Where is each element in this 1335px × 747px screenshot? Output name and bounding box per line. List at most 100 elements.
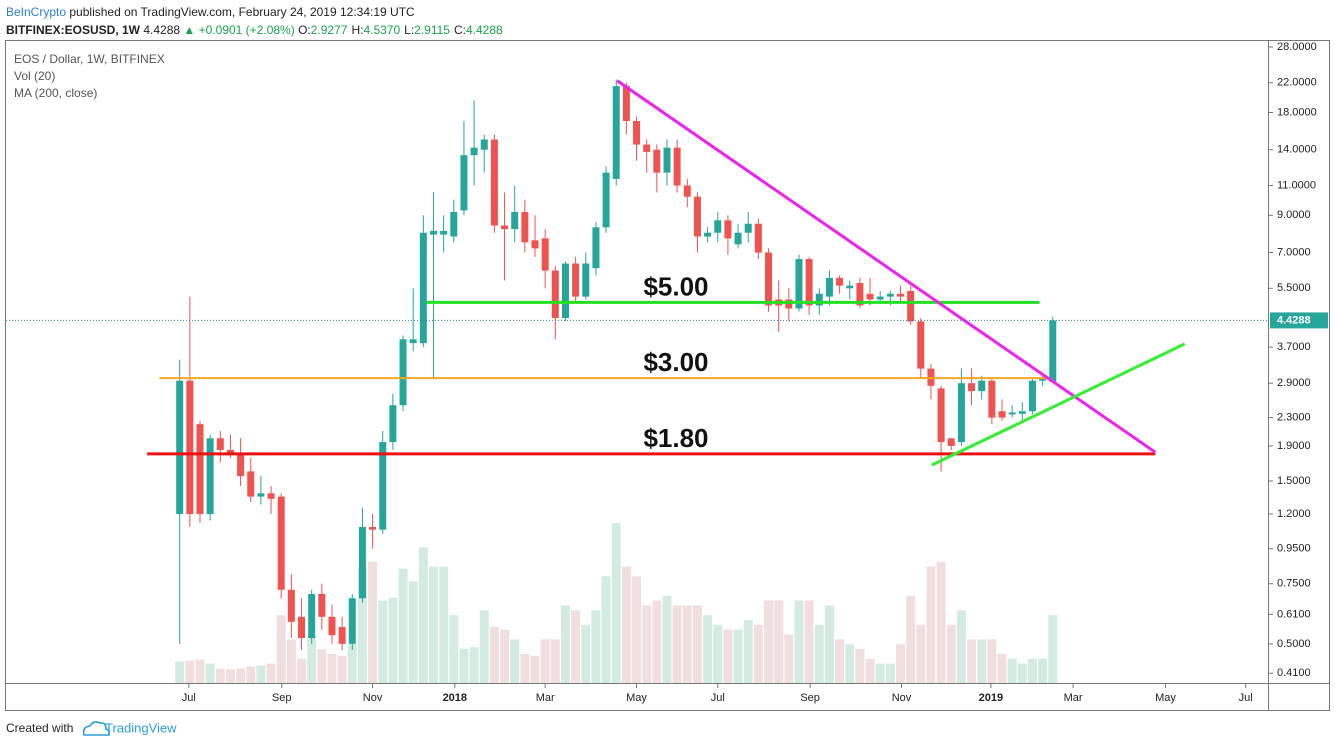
volume-bar — [652, 600, 662, 683]
volume-bar — [997, 653, 1007, 683]
author[interactable]: BeInCrypto — [6, 5, 67, 19]
level-label: $1.80 — [643, 423, 708, 453]
candle-body — [825, 277, 833, 297]
volume-bar — [236, 668, 246, 683]
x-tick-label: Sep — [800, 692, 820, 704]
volume-bar — [885, 663, 895, 683]
ohlc-label: H: — [351, 23, 364, 37]
candle-body — [896, 293, 904, 297]
volume-bar — [865, 658, 875, 683]
volume-bar — [540, 639, 550, 683]
candle-body — [348, 598, 356, 644]
candle-body — [450, 212, 458, 237]
y-tick-label: 1.5000 — [1277, 475, 1311, 487]
candle-body — [561, 263, 569, 319]
candle-body — [206, 438, 214, 515]
volume-bar — [926, 566, 936, 683]
candle-body — [419, 232, 427, 344]
volume-bar — [967, 639, 977, 683]
y-tick-label: 28.0000 — [1277, 41, 1317, 53]
y-tick-label: 22.0000 — [1277, 77, 1317, 89]
y-tick-label: 9.0000 — [1277, 209, 1311, 221]
volume-bar — [489, 626, 499, 683]
volume-bar — [428, 566, 438, 683]
volume-bar — [733, 629, 743, 683]
candle-body — [257, 493, 265, 497]
ohlc-label: C: — [453, 23, 466, 37]
candle-body — [358, 526, 366, 599]
volume-bar — [215, 668, 225, 683]
y-tick-label: 5.5000 — [1277, 282, 1311, 294]
publish-line: BeInCrypto published on TradingView.com,… — [6, 5, 415, 19]
candle-body — [724, 220, 732, 239]
volume-bar — [845, 644, 855, 683]
candle-body — [795, 259, 803, 309]
candle-body — [978, 380, 986, 392]
volume-bar — [916, 624, 926, 683]
change: +0.0901 (+2.08%) — [198, 23, 295, 37]
candle-body — [907, 291, 915, 322]
candle-body — [765, 252, 773, 306]
arrow: ▲ — [183, 23, 196, 37]
last: 4.4288 — [143, 23, 181, 37]
candle-body — [1028, 380, 1036, 412]
legend-ma: MA (200, close) — [14, 86, 97, 100]
candle-body — [836, 277, 844, 286]
volume-bar — [418, 547, 428, 683]
volume-bar — [743, 619, 753, 683]
candle-body — [714, 220, 722, 233]
x-tick-label: Nov — [892, 692, 912, 704]
x-tick-label: May — [626, 692, 647, 704]
candle-body — [551, 270, 559, 319]
y-tick-label: 11.0000 — [1277, 179, 1316, 191]
tradingview-logo — [82, 721, 110, 736]
candle-body — [683, 185, 691, 197]
y-tick-label: 3.7000 — [1277, 341, 1311, 353]
candle-body — [369, 526, 377, 530]
candle-body — [988, 380, 996, 418]
volume-bar — [276, 615, 286, 683]
x-tick-label: Jul — [182, 692, 196, 704]
volume-bar — [875, 663, 885, 683]
volume-bar — [692, 605, 702, 683]
candle-body — [643, 144, 651, 152]
volume-bar — [621, 566, 631, 683]
price-layer: $5.00 $3.00 $1.80 — [6, 79, 1268, 650]
candle-body — [917, 321, 925, 369]
ohlc-label: L: — [404, 23, 415, 37]
candle-body — [379, 442, 387, 530]
candle-body — [176, 380, 184, 515]
candle-body — [1039, 378, 1047, 381]
y-tick-label: 1.2000 — [1277, 508, 1311, 520]
candle-body — [815, 293, 823, 306]
ohlc-value: 2.9277 — [310, 23, 348, 37]
volume-bar — [286, 639, 296, 683]
x-tick-label: Sep — [272, 692, 292, 704]
candle-body — [226, 449, 234, 454]
candle-body — [663, 147, 671, 173]
candle-body — [338, 627, 346, 644]
x-tick-label: Jul — [1239, 692, 1253, 704]
last-price-label: 4.4288 — [1277, 314, 1311, 326]
volume-bar — [1027, 658, 1037, 683]
volume-bar — [185, 660, 195, 683]
candle-body — [572, 263, 580, 297]
legend-volume: Vol (20) — [14, 69, 55, 83]
candle-body — [287, 589, 295, 622]
candle-body — [866, 293, 874, 300]
candle-body — [196, 424, 204, 515]
volume-bar — [357, 566, 367, 683]
candle-body — [633, 120, 641, 145]
y-tick-label: 2.3000 — [1277, 411, 1311, 423]
candle-body — [612, 86, 620, 179]
trendline — [931, 342, 1186, 467]
volume-bar — [297, 658, 307, 683]
volume-bar — [814, 624, 824, 683]
candle-body — [298, 616, 306, 639]
volume-bar — [368, 561, 378, 683]
x-tick-label: Mar — [536, 692, 555, 704]
footer-brand[interactable]: TradingView — [105, 720, 177, 735]
y-tick-label: 14.0000 — [1277, 144, 1317, 156]
volume-bar — [794, 600, 804, 683]
